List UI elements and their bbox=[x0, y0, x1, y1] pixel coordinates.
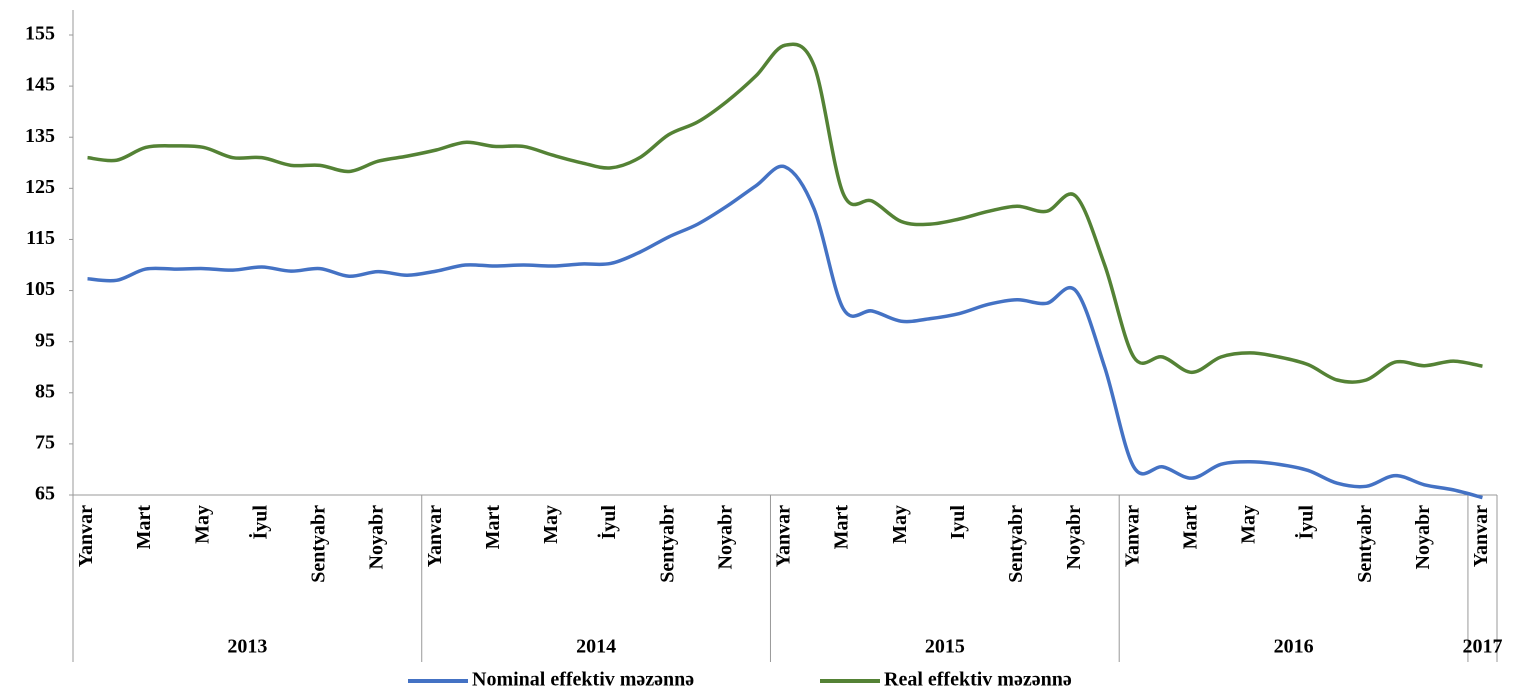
x-tick-label: Iyul bbox=[947, 505, 969, 540]
x-tick-label: Sentyabr bbox=[1354, 505, 1376, 583]
year-label: 2016 bbox=[1274, 636, 1314, 658]
x-tick-label: Noyabr bbox=[366, 505, 388, 570]
x-tick-label: İyul bbox=[1294, 505, 1318, 540]
x-tick-label: İyul bbox=[247, 505, 271, 540]
x-tick-label: Noyabr bbox=[714, 505, 736, 570]
x-tick-label: İyul bbox=[596, 505, 620, 540]
x-tick-label: Noyabr bbox=[1412, 505, 1434, 570]
y-tick-label: 65 bbox=[35, 483, 55, 505]
x-tick-label: Yanvar bbox=[1470, 505, 1492, 567]
y-tick-label: 135 bbox=[25, 125, 55, 147]
series-line bbox=[87, 42, 1483, 384]
x-tick-label: Yanvar bbox=[75, 505, 97, 567]
year-label: 2017 bbox=[1462, 636, 1502, 658]
x-tick-label: Mart bbox=[482, 505, 504, 550]
y-tick-label: 115 bbox=[26, 227, 55, 249]
x-tick-label: Noyabr bbox=[1063, 505, 1085, 570]
year-label: 2015 bbox=[925, 636, 965, 658]
year-label: 2013 bbox=[227, 636, 267, 658]
x-tick-label: Yanvar bbox=[424, 505, 446, 567]
series-line bbox=[87, 164, 1483, 500]
y-tick-label: 145 bbox=[25, 74, 55, 96]
x-tick-label: May bbox=[540, 505, 562, 544]
x-tick-label: Mart bbox=[133, 505, 155, 550]
x-tick-label: Mart bbox=[831, 505, 853, 550]
legend-label: Nominal effektiv məzənnə bbox=[472, 669, 694, 691]
legend-label: Real effektiv məzənnə bbox=[884, 669, 1072, 691]
y-tick-label: 75 bbox=[35, 431, 55, 453]
x-tick-label: Sentyabr bbox=[1005, 505, 1027, 583]
y-tick-label: 85 bbox=[35, 380, 55, 402]
x-tick-label: May bbox=[1238, 505, 1260, 544]
x-tick-label: Yanvar bbox=[773, 505, 795, 567]
x-tick-label: Sentyabr bbox=[308, 505, 330, 583]
x-tick-label: Sentyabr bbox=[656, 505, 678, 583]
x-tick-label: Yanvar bbox=[1121, 505, 1143, 567]
y-tick-label: 155 bbox=[25, 23, 55, 45]
x-tick-label: Mart bbox=[1179, 505, 1201, 550]
year-label: 2014 bbox=[576, 636, 616, 658]
y-tick-label: 105 bbox=[25, 278, 55, 300]
x-tick-label: May bbox=[889, 505, 911, 544]
y-tick-label: 95 bbox=[35, 329, 55, 351]
x-tick-label: May bbox=[191, 505, 213, 544]
y-tick-label: 125 bbox=[25, 176, 55, 198]
